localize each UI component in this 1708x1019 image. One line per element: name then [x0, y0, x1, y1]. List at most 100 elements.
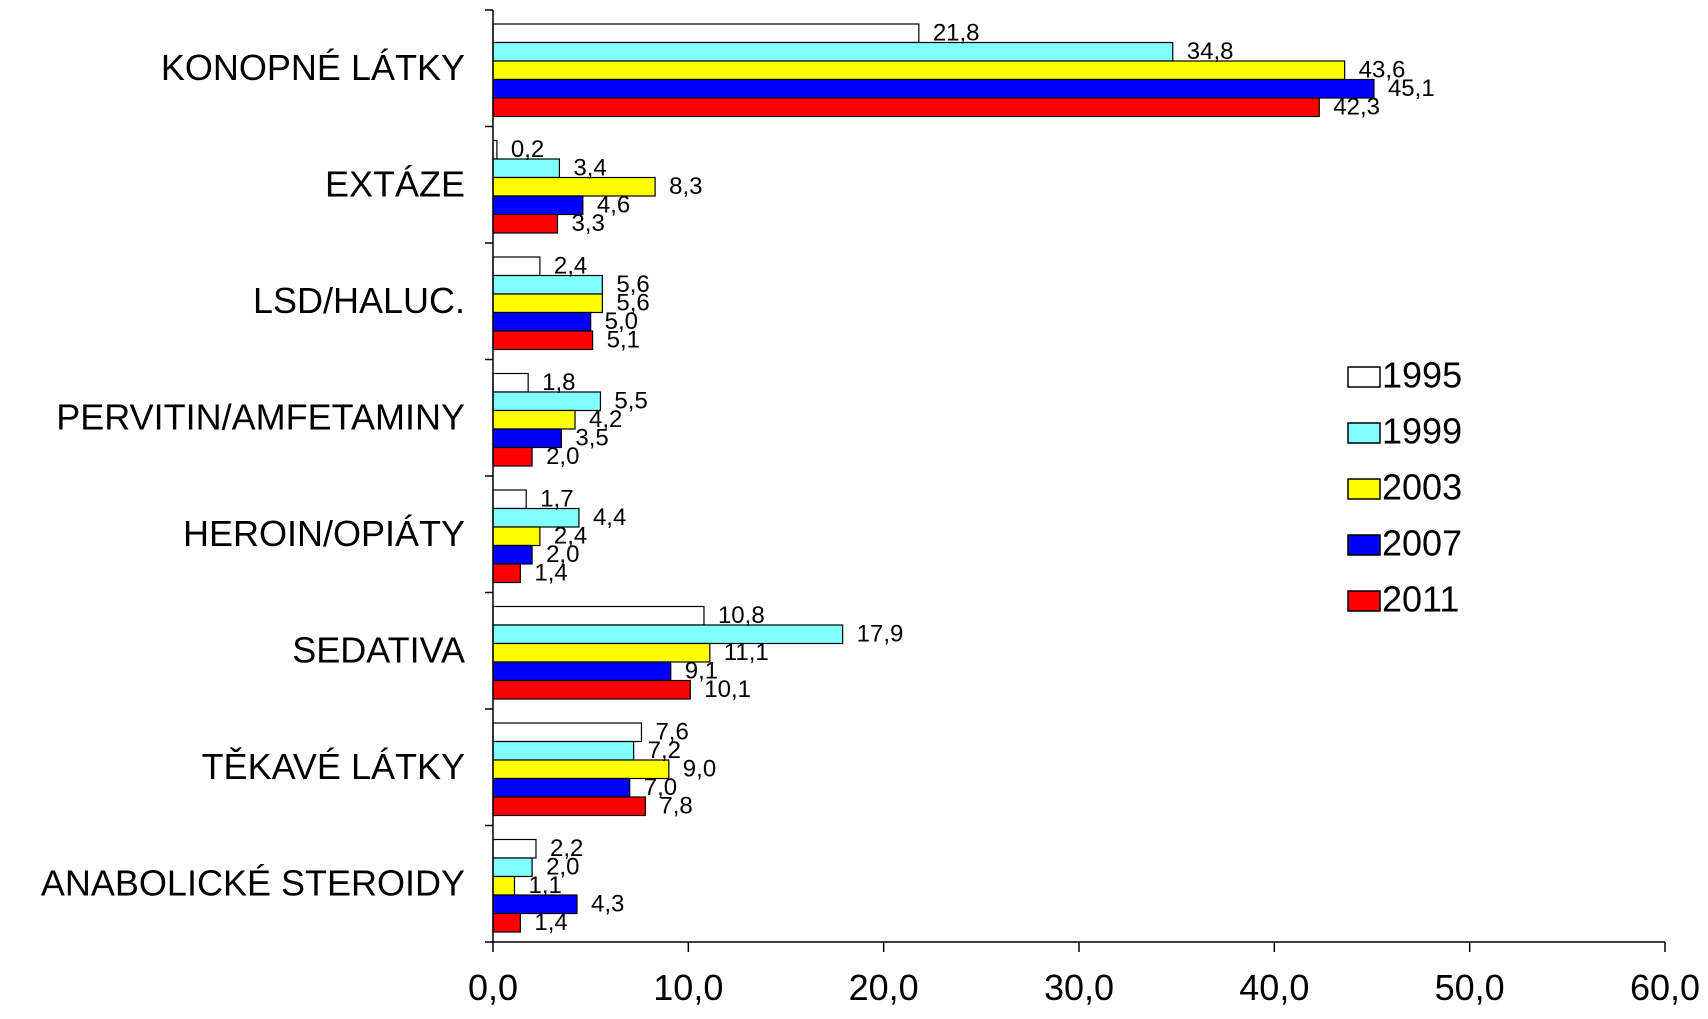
data-label-1995-pervitin-amfetaminy: 1,8: [542, 369, 575, 396]
data-label-2007-tekave-latky: 7,0: [644, 774, 677, 801]
bars-layer: [492, 23, 1375, 933]
bar-1999-konopne-latky: [492, 41, 1174, 62]
bar-2003-pervitin-amfetaminy: [492, 409, 576, 430]
category-label-anabolicke-steroidy: ANABOLICKÉ STEROIDY: [41, 862, 465, 903]
data-label-1995-heroin-opiaty: 1,7: [540, 486, 573, 513]
category-label-lsd-haluc: LSD/HALUC.: [253, 280, 465, 321]
bar-1999-tekave-latky: [492, 740, 635, 761]
bar-1999-sedativa: [492, 624, 844, 645]
data-label-1999-pervitin-amfetaminy: 5,5: [614, 388, 647, 415]
category-label-konopne-latky: KONOPNÉ LÁTKY: [161, 47, 465, 88]
bar-1995-sedativa: [492, 605, 705, 626]
legend-label-2007: 2007: [1382, 523, 1462, 564]
bar-2003-heroin-opiaty: [492, 526, 541, 547]
bar-2007-extaze: [492, 195, 584, 216]
bar-2007-lsd-haluc: [492, 311, 592, 332]
x-tick-label: 40,0: [1239, 967, 1309, 1008]
bar-2007-tekave-latky: [492, 777, 631, 798]
data-label-2007-pervitin-amfetaminy: 3,5: [575, 425, 608, 452]
data-label-1999-heroin-opiaty: 4,4: [593, 504, 626, 531]
data-label-2011-tekave-latky: 7,8: [659, 793, 692, 820]
category-label-sedativa: SEDATIVA: [292, 629, 465, 670]
bar-2003-sedativa: [492, 642, 711, 663]
data-label-2011-anabolicke-steroidy: 1,4: [534, 909, 567, 936]
data-label-1999-tekave-latky: 7,2: [648, 737, 681, 764]
bar-1995-heroin-opiaty: [492, 489, 527, 510]
bar-2007-sedativa: [492, 661, 672, 682]
legend: 1995 1999 2003 2007 2011: [1347, 355, 1462, 620]
data-label-1995-anabolicke-steroidy: 2,2: [550, 835, 583, 862]
data-label-2011-pervitin-amfetaminy: 2,0: [546, 443, 579, 470]
legend-label-2003: 2003: [1382, 467, 1462, 508]
bar-2011-heroin-opiaty: [492, 563, 521, 584]
bar-2011-pervitin-amfetaminy: [492, 446, 533, 467]
bar-2003-lsd-haluc: [492, 293, 603, 314]
data-label-2011-sedativa: 10,1: [704, 676, 751, 703]
data-label-2007-heroin-opiaty: 2,0: [546, 541, 579, 568]
bar-1995-tekave-latky: [492, 722, 643, 743]
category-label-tekave-latky: TĚKAVÉ LÁTKY: [202, 746, 465, 787]
data-label-1999-extaze: 3,4: [573, 155, 606, 182]
data-label-2007-konopne-latky: 45,1: [1388, 75, 1435, 102]
bar-1995-pervitin-amfetaminy: [492, 372, 529, 393]
legend-label-1999: 1999: [1382, 411, 1462, 452]
data-label-2007-lsd-haluc: 5,0: [605, 308, 638, 335]
category-label-pervitin-amfetaminy: PERVITIN/AMFETAMINY: [56, 396, 465, 437]
legend-swatch-2011: [1347, 590, 1381, 612]
data-label-2003-konopne-latky: 43,6: [1359, 57, 1406, 84]
data-label-1999-lsd-haluc: 5,6: [616, 271, 649, 298]
data-label-2003-tekave-latky: 9,0: [683, 756, 716, 783]
data-label-2011-lsd-haluc: 5,1: [607, 327, 640, 354]
bar-2007-konopne-latky: [492, 78, 1375, 99]
category-label-heroin-opiaty: HEROIN/OPIÁTY: [183, 513, 465, 554]
legend-swatch-1999: [1347, 422, 1381, 444]
legend-swatch-2003: [1347, 478, 1381, 500]
x-tick-label: 60,0: [1630, 967, 1700, 1008]
data-label-2011-extaze: 3,3: [571, 210, 604, 237]
bar-2011-sedativa: [492, 679, 691, 700]
data-label-1995-lsd-haluc: 2,4: [554, 253, 587, 280]
legend-swatch-2007: [1347, 534, 1381, 556]
data-label-2003-lsd-haluc: 5,6: [616, 290, 649, 317]
data-label-2003-extaze: 8,3: [669, 173, 702, 200]
bar-2003-anabolicke-steroidy: [492, 875, 516, 896]
x-tick-label: 10,0: [653, 967, 723, 1008]
data-label-1995-konopne-latky: 21,8: [933, 20, 980, 47]
data-label-2003-heroin-opiaty: 2,4: [554, 523, 587, 550]
bar-2011-konopne-latky: [492, 97, 1320, 118]
data-label-1995-sedativa: 10,8: [718, 602, 765, 629]
data-label-2007-sedativa: 9,1: [685, 658, 718, 685]
data-labels-layer: 21,8 34,8 43,645,1 42,3 0,2 3,4 8,3 4,63,3 2,4 5,…: [511, 20, 1435, 937]
axes-layer: KONOPNÉ LÁTKY EXTÁZE LSD/HALUC. PERVITIN/AM…: [41, 9, 1700, 1008]
data-label-1999-konopne-latky: 34,8: [1187, 38, 1234, 65]
legend-swatch-1995: [1347, 366, 1381, 388]
x-tick-label: 20,0: [849, 967, 919, 1008]
bar-2011-extaze: [492, 213, 559, 234]
data-label-2003-anabolicke-steroidy: 1,1: [528, 872, 561, 899]
data-label-2003-pervitin-amfetaminy: 4,2: [589, 406, 622, 433]
bar-2011-lsd-haluc: [492, 330, 594, 351]
bar-2011-tekave-latky: [492, 796, 646, 817]
legend-label-1995: 1995: [1382, 355, 1462, 396]
x-tick-label: 0,0: [468, 967, 518, 1008]
category-label-extaze: EXTÁZE: [325, 163, 465, 204]
legend-label-2011: 2011: [1382, 579, 1459, 620]
data-label-2003-sedativa: 11,1: [724, 639, 769, 666]
bar-1999-anabolicke-steroidy: [492, 857, 533, 878]
bar-2011-anabolicke-steroidy: [492, 912, 521, 933]
bar-1995-anabolicke-steroidy: [492, 838, 537, 859]
x-tick-label: 30,0: [1044, 967, 1114, 1008]
bar-2007-heroin-opiaty: [492, 544, 533, 565]
data-label-2011-konopne-latky: 42,3: [1333, 94, 1380, 121]
data-label-1999-anabolicke-steroidy: 2,0: [546, 854, 579, 881]
data-label-2007-extaze: 4,6: [597, 192, 630, 219]
x-tick-label: 50,0: [1435, 967, 1505, 1008]
bar-2003-tekave-latky: [492, 759, 670, 780]
bar-1995-lsd-haluc: [492, 256, 541, 277]
data-label-2007-anabolicke-steroidy: 4,3: [591, 891, 624, 918]
data-label-1995-extaze: 0,2: [511, 136, 544, 163]
data-label-1999-sedativa: 17,9: [857, 621, 904, 648]
data-label-2011-heroin-opiaty: 1,4: [534, 560, 567, 587]
